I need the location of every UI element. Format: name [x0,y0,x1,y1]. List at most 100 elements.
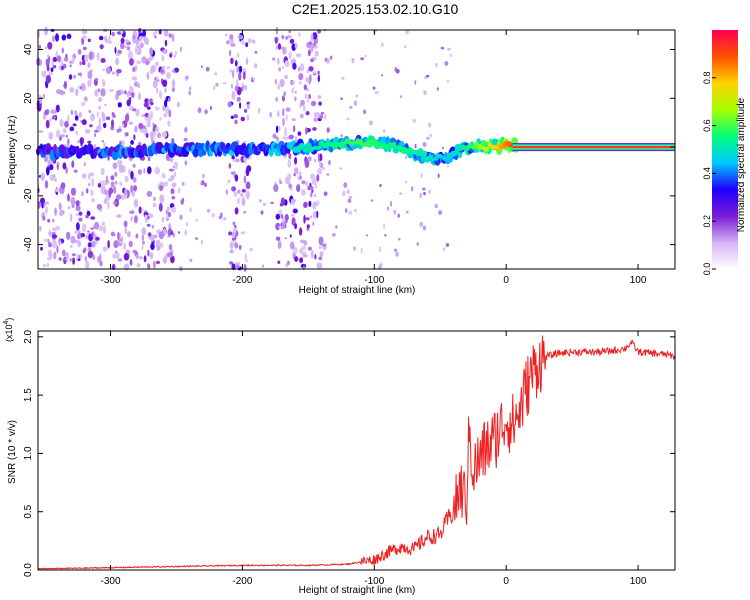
spectrogram-noise-cell [252,77,256,81]
spectrogram-noise-cell [147,216,150,220]
spectrogram-x-tick-label: -300 [101,275,121,286]
spectrogram-noise-cell [364,54,368,58]
spectrogram-noise-cell [119,181,123,187]
spectrogram-noise-cell [101,221,106,226]
spectrogram-noise-cell [235,264,240,268]
spectrogram-noise-cell [317,70,320,76]
spectrogram-noise-cell [272,57,276,61]
spectrogram-noise-cell [292,80,295,85]
spectrogram-noise-cell [77,72,82,76]
spectrogram-noise-cell [229,34,234,40]
spectrogram-noise-cell [189,258,193,262]
spectrogram-noise-cell [143,168,146,174]
spectrogram-noise-cell [63,57,69,62]
spectrogram-noise-cell [320,112,325,115]
spectrogram-noise-cell [275,96,279,102]
spectrogram-noise-cell [310,250,314,259]
spectrogram-noise-cell [70,196,76,206]
spectrogram-noise-cell [76,222,80,231]
spectrogram-noise-cell [314,50,319,57]
snr-x-axis: -300 -200 -100 0 100 [101,331,647,587]
spectrogram-noise-cell [171,79,176,88]
spectrogram-noise-cell [241,197,246,206]
spectrogram-ridge-cell [198,147,204,158]
spectrogram-noise-cell [288,134,294,140]
spectrogram-noise-cell [234,85,239,92]
spectrogram-noise-cell [104,189,108,196]
spectrogram-noise-cell [110,181,115,188]
spectrogram-noise-cell [100,58,106,63]
spectrogram-noise-cell [342,190,346,197]
spectrogram-noise-cell [69,245,73,248]
spectrogram-noise-cell [421,187,426,191]
spectrogram-noise-cell [390,200,393,207]
spectrogram-noise-cell [213,85,216,90]
spectrogram-noise-cell [91,178,94,187]
spectrogram-noise-cell [49,164,54,171]
spectrogram-noise-cell [414,80,417,85]
spectrogram-noise-cell [324,57,328,62]
spectrogram-noise-cell [172,232,175,238]
spectrogram-noise-cell [152,260,156,269]
spectrogram-noise-cell [159,185,164,192]
spectrogram-noise-cell [158,90,163,99]
spectrogram-noise-cell [90,227,94,230]
spectrogram-noise-cell [167,120,171,127]
spectrogram-noise-cell [147,232,152,237]
spectrogram-noise-cell [335,225,338,229]
spectrogram-noise-cell [231,155,235,160]
spectrogram-noise-cell [153,137,156,140]
spectrogram-noise-cell [152,80,158,89]
spectrogram-noise-cell [383,128,386,133]
spectrogram-noise-cell [303,240,308,246]
spectrogram-noise-cell [51,239,57,249]
spectrogram-noise-cell [171,182,177,188]
spectrogram-noise-cell [394,248,397,252]
spectrogram-noise-cell [51,234,58,239]
spectrogram-noise-cell [310,186,314,191]
spectrogram-noise-cell [87,70,93,80]
spectrogram-noise-cell [42,93,46,99]
spectrogram-noise-cell [135,233,139,239]
spectrogram-noise-cell [185,222,189,227]
spectrogram-noise-cell [166,72,171,79]
spectrogram-noise-cell [184,160,187,166]
spectrogram-noise-cell [293,173,296,177]
spectrogram-noise-cell [74,115,79,121]
spectrogram-noise-cell [322,245,327,251]
spectrogram-noise-cell [117,159,123,166]
spectrogram-noise-cell [129,85,132,94]
spectrogram-noise-cell [150,64,156,73]
spectrogram-ridge-cell [315,145,322,150]
spectrogram-noise-cell [303,214,306,224]
spectrogram-noise-cell [384,234,387,237]
spectrogram-noise-cell [96,111,99,118]
spectrogram-noise-cell [292,208,298,214]
spectrogram-noise-cell [168,109,172,118]
spectrogram-noise-cell [76,253,79,260]
spectrogram-noise-cell [181,181,185,186]
spectrogram-noise-cell [313,111,320,118]
spectrogram-noise-cell [395,251,399,257]
spectrogram-noise-cell [284,213,289,222]
spectrogram-noise-cell [277,260,281,264]
spectrogram-noise-cell [62,162,67,170]
spectrogram-noise-cell [340,97,343,100]
spectrogram-noise-cell [147,57,153,62]
spectrogram-noise-cell [309,215,313,218]
spectrogram-noise-cell [291,214,295,217]
spectrogram-noise-cell [69,60,73,64]
spectrogram-noise-cell [229,69,232,73]
spectrogram-noise-cell [305,127,308,135]
spectrogram-noise-cell [105,175,109,183]
spectrogram-noise-cell [174,171,177,177]
spectrogram-noise-cell [146,72,150,80]
spectrogram-ridge-cell [441,155,446,161]
spectrogram-noise-cell [215,82,219,87]
spectrogram-noise-cell [314,213,317,220]
spectrogram-noise-cell [436,87,440,91]
spectrogram-noise-cell [366,234,369,237]
spectrogram-noise-cell [239,35,242,39]
spectrogram-noise-cell [89,78,92,87]
spectrogram-noise-cell [133,185,138,192]
